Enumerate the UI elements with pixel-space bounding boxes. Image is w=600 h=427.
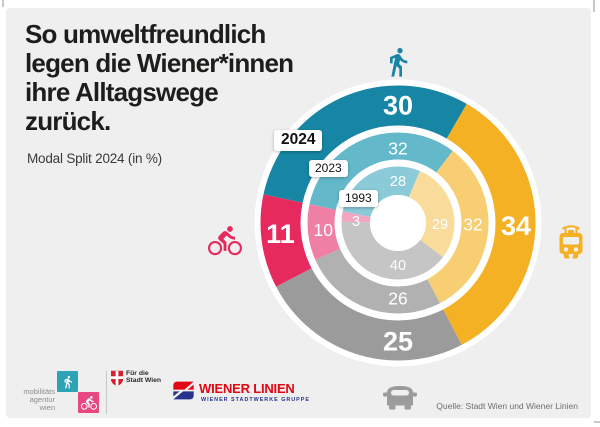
donut-segment-2024-public-transport <box>442 103 536 346</box>
title-line-2: legen die Wiener*innen <box>25 48 294 78</box>
donut-segment-2023-bike <box>307 204 341 261</box>
donut-value-1993-walk: 28 <box>390 174 406 190</box>
donut-outer-border <box>254 79 542 367</box>
crop-mark <box>593 0 595 12</box>
donut-value-2023-public-transport: 32 <box>463 215 482 235</box>
donut-value-2023-car: 26 <box>388 288 407 308</box>
donut-segment-2024-car <box>275 267 462 361</box>
crop-mark <box>2 0 4 7</box>
pedestrian-icon <box>382 44 414 80</box>
donut-value-1993-bike: 3 <box>352 214 360 230</box>
car-icon <box>383 380 417 412</box>
footer-divider <box>106 371 107 414</box>
ring-label-2024: 2024 <box>274 130 323 151</box>
donut-value-1993-car: 40 <box>390 258 406 274</box>
mobilitaetsagentur-walk-square <box>57 371 78 392</box>
wiener-linien-logo-title: WIENER LINIEN <box>199 381 295 396</box>
donut-value-1993-public-transport: 29 <box>432 217 448 233</box>
donut-segment-1993-bike <box>341 211 371 223</box>
title-line-3: ihre Alltagswege <box>25 77 219 107</box>
tram-icon <box>556 221 586 259</box>
page-title: So umweltfreundlich legen die Wiener*inn… <box>25 19 294 136</box>
source-note: Quelle: Stadt Wien und Wiener Linien <box>436 401 578 411</box>
title-line-1: So umweltfreundlich <box>25 19 266 49</box>
stadt-wien-shield-icon <box>111 370 123 392</box>
donut-hole <box>370 195 426 251</box>
donut-segment-2023-public-transport <box>427 150 489 304</box>
ring-gap-inner <box>334 159 462 287</box>
donut-value-2024-walk: 30 <box>383 91 413 121</box>
donut-value-2023-walk: 32 <box>388 138 407 158</box>
donut-value-2024-bike: 11 <box>266 219 295 249</box>
donut-value-2024-car: 25 <box>383 327 413 357</box>
donut-segment-1993-public-transport <box>408 170 455 258</box>
donut-value-2023-bike: 10 <box>314 220 334 240</box>
pedestrian-icon <box>64 375 72 388</box>
mobilitaetsagentur-logo-text: mobilitäts agentur wien <box>23 387 55 412</box>
wiener-linien-logo-subtitle: WIENER STADTWERKE GRUPPE <box>201 397 310 403</box>
chart-subtitle: Modal Split 2024 (in %) <box>27 151 162 166</box>
crop-mark <box>594 421 600 423</box>
stadt-wien-logo-text: Für die Stadt Wien <box>126 370 162 385</box>
ring-label-2023: 2023 <box>309 160 348 177</box>
donut-segment-2024-bike <box>260 194 313 287</box>
wiener-linien-logo-icon <box>172 380 195 406</box>
bike-icon <box>80 395 97 410</box>
ring-label-1993: 1993 <box>339 190 378 207</box>
ring-gap-outer <box>300 125 496 321</box>
donut-value-2024-public-transport: 34 <box>501 211 531 241</box>
donut-segment-2023-walk <box>308 131 454 210</box>
donut-segment-1993-car <box>341 221 444 280</box>
mobilitaetsagentur-bike-square <box>78 392 99 413</box>
bike-icon <box>202 224 248 258</box>
title-line-4: zurück. <box>25 106 111 136</box>
